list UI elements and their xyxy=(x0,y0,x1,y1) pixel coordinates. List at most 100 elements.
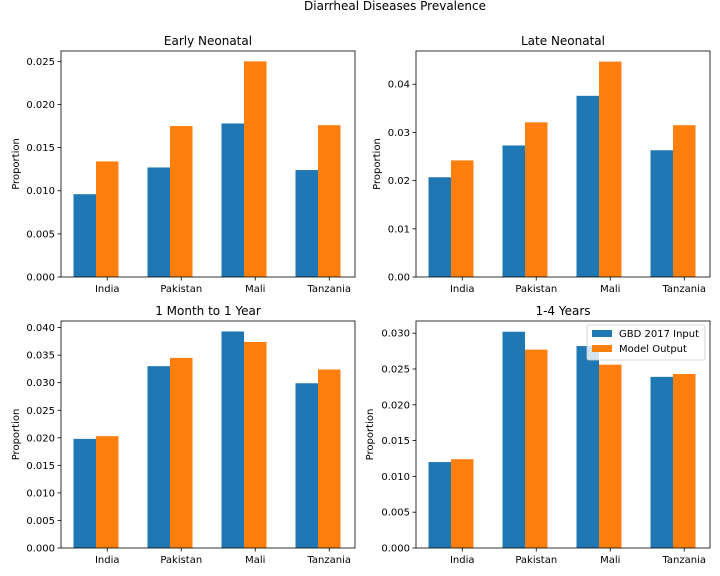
x-tick-label: Mali xyxy=(245,555,265,566)
y-tick-label: 0.025 xyxy=(381,364,410,375)
y-tick-label: 0.015 xyxy=(381,436,410,447)
legend-frame xyxy=(586,324,706,361)
bar xyxy=(221,331,244,548)
y-tick-label: 0.030 xyxy=(26,378,55,389)
bar xyxy=(428,462,451,548)
bar xyxy=(673,373,696,548)
bar xyxy=(599,364,622,548)
bar xyxy=(147,366,170,548)
x-tick-label: Tanzania xyxy=(306,555,351,566)
chart-panels: 0.000 0.005 0.010 0.015 0.020 0.025 India Pakis… xyxy=(11,34,711,566)
y-tick-label: 0.03 xyxy=(388,128,410,139)
y-axis-label: Proportion xyxy=(372,138,383,190)
y-tick-label: 0.025 xyxy=(26,406,55,417)
axes-frame xyxy=(415,320,711,549)
legend-swatch xyxy=(592,330,612,337)
x-tick-label: Tanzania xyxy=(306,284,351,295)
y-tick-label: 0.005 xyxy=(381,508,410,519)
bar xyxy=(318,369,341,548)
bar xyxy=(451,160,474,277)
bar xyxy=(650,150,673,277)
bar xyxy=(525,349,548,548)
bar xyxy=(244,61,267,277)
chart-panel: 0.000 0.005 0.010 0.015 0.020 0.025 India Pakis… xyxy=(11,34,356,295)
bar xyxy=(451,459,474,548)
x-tick-label: India xyxy=(450,555,475,566)
y-tick-label: 0.04 xyxy=(388,80,410,91)
axes-frame xyxy=(60,50,356,278)
legend-label: GBD 2017 Input xyxy=(619,329,699,340)
y-tick-label: 0.020 xyxy=(381,400,410,411)
bar xyxy=(576,346,599,548)
bar xyxy=(673,125,696,277)
y-tick-label: 0.010 xyxy=(26,186,55,197)
panel-title: Early Neonatal xyxy=(164,34,252,48)
bar xyxy=(96,161,119,277)
bar xyxy=(525,122,548,278)
x-tick-label: Mali xyxy=(600,284,620,295)
bar xyxy=(650,376,673,548)
y-tick-label: 0.035 xyxy=(26,351,55,362)
bar xyxy=(170,357,193,548)
bar xyxy=(73,194,96,277)
chart-suptitle: Diarrheal Diseases Prevalence xyxy=(304,0,486,13)
x-tick-label: India xyxy=(450,284,475,295)
bar xyxy=(295,383,318,548)
y-tick-label: 0.025 xyxy=(26,57,55,68)
bar xyxy=(576,95,599,277)
y-tick-label: 0.030 xyxy=(381,329,410,340)
axes-frame xyxy=(415,50,711,278)
x-tick-label: Mali xyxy=(245,284,265,295)
y-tick-label: 0.000 xyxy=(26,544,55,555)
bar xyxy=(318,125,341,278)
y-tick-label: 0.020 xyxy=(26,433,55,444)
x-tick-label: Tanzania xyxy=(661,284,706,295)
y-tick-label: 0.010 xyxy=(381,472,410,483)
bar xyxy=(502,331,525,548)
bar xyxy=(244,341,267,548)
y-tick-label: 0.005 xyxy=(26,229,55,240)
y-tick-label: 0.000 xyxy=(26,273,55,284)
x-tick-label: India xyxy=(95,284,120,295)
x-tick-label: Mali xyxy=(600,555,620,566)
bar xyxy=(502,145,525,277)
y-tick-label: 0.015 xyxy=(26,461,55,472)
y-axis-label: Proportion xyxy=(11,138,22,190)
legend: GBD 2017 Input Model Output xyxy=(586,324,706,361)
axes-frame xyxy=(60,320,356,549)
y-tick-label: 0.02 xyxy=(388,176,410,187)
bar xyxy=(428,177,451,277)
bar xyxy=(73,438,96,548)
y-tick-label: 0.00 xyxy=(388,273,410,284)
chart-panel: 0.000 0.005 0.010 0.015 0.020 0.025 0.030 0.035… xyxy=(11,304,356,566)
x-tick-label: Pakistan xyxy=(160,555,202,566)
bar xyxy=(96,436,119,548)
x-tick-label: Pakistan xyxy=(515,555,557,566)
x-tick-label: Pakistan xyxy=(160,284,202,295)
bar xyxy=(599,61,622,277)
y-tick-label: 0.040 xyxy=(26,323,55,334)
panel-title: 1-4 Years xyxy=(535,304,590,318)
bar xyxy=(295,170,318,277)
legend-label: Model Output xyxy=(619,344,687,355)
bar xyxy=(170,126,193,277)
x-tick-label: Pakistan xyxy=(515,284,557,295)
panel-title: 1 Month to 1 Year xyxy=(155,304,261,318)
bar xyxy=(147,167,170,277)
legend-swatch xyxy=(592,345,612,352)
y-tick-label: 0.010 xyxy=(26,488,55,499)
x-tick-label: Tanzania xyxy=(661,555,706,566)
y-tick-label: 0.01 xyxy=(388,224,410,235)
panel-title: Late Neonatal xyxy=(521,34,605,48)
y-axis-label: Proportion xyxy=(365,409,376,461)
y-tick-label: 0.000 xyxy=(381,544,410,555)
chart-panel: 0.00 0.01 0.02 0.03 0.04 India Pakistan Mali Tan… xyxy=(372,34,711,295)
y-tick-label: 0.015 xyxy=(26,143,55,154)
y-tick-label: 0.020 xyxy=(26,100,55,111)
y-tick-label: 0.005 xyxy=(26,516,55,527)
bar xyxy=(221,123,244,278)
y-axis-label: Proportion xyxy=(11,409,22,461)
chart-panel: 0.000 0.005 0.010 0.015 0.020 0.025 0.030 India… xyxy=(365,304,711,566)
x-tick-label: India xyxy=(95,555,120,566)
